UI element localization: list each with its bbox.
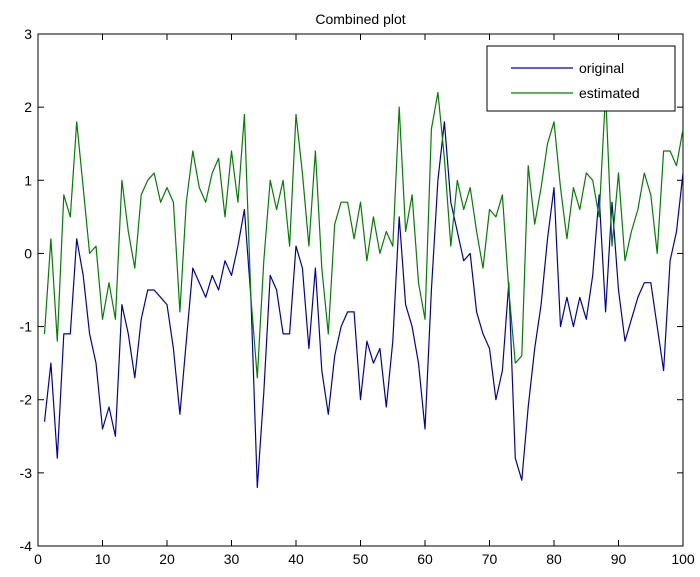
y-tick-label: -1	[20, 319, 33, 335]
legend: original estimated	[486, 45, 676, 112]
y-tick-label: 0	[24, 245, 32, 261]
x-tick-label: 90	[611, 551, 627, 567]
x-tick-label: 60	[417, 551, 433, 567]
legend-box	[486, 45, 676, 112]
x-tick-label: 50	[353, 551, 369, 567]
legend-label-estimated: estimated	[579, 85, 640, 101]
y-tick-label: -2	[20, 392, 33, 408]
x-ticks: 0 10 20 30 40 50 60 70 80 90 100	[34, 34, 695, 567]
y-tick-label: -4	[20, 538, 33, 554]
series-line-estimated	[43, 91, 684, 379]
axes-box	[37, 33, 684, 547]
series-line-original	[43, 121, 684, 489]
x-tick-label: 30	[224, 551, 240, 567]
legend-label-original: original	[579, 60, 624, 76]
y-tick-label: 3	[24, 26, 32, 42]
x-tick-label: 40	[288, 551, 304, 567]
x-tick-label: 80	[546, 551, 562, 567]
x-tick-label: 0	[34, 551, 42, 567]
series-lines	[43, 91, 684, 489]
x-tick-label: 10	[95, 551, 111, 567]
chart-title: Combined plot	[315, 11, 405, 27]
y-tick-label: -3	[20, 465, 33, 481]
x-tick-label: 70	[482, 551, 498, 567]
x-tick-label: 100	[671, 551, 695, 567]
y-tick-label: 1	[24, 172, 32, 188]
x-tick-label: 20	[159, 551, 175, 567]
y-ticks: -4 -3 -2 -1 0 1 2 3	[20, 26, 683, 554]
y-tick-label: 2	[24, 99, 32, 115]
